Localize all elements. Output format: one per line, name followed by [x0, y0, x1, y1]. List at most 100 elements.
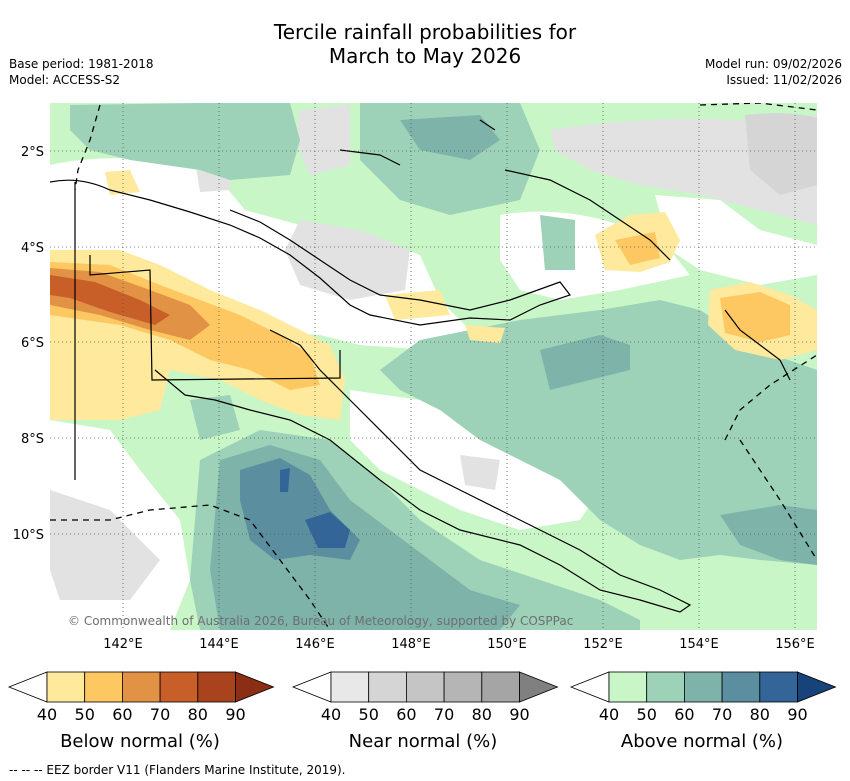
- model-run: Model run: 09/02/2026: [704, 57, 842, 71]
- field-near-4: [285, 220, 410, 300]
- field-above-50-1: [70, 103, 300, 180]
- eez-line-2: [50, 504, 331, 630]
- lon-label: 156°E: [775, 637, 815, 652]
- south-coast: [154, 329, 692, 613]
- model-name: Model: ACCESS-S2: [9, 73, 121, 87]
- meta-right: Model run: 09/02/2026 Issued: 11/02/2026: [705, 56, 842, 88]
- lon-label: 142°E: [103, 637, 143, 652]
- above-normal-label: Above normal (%): [620, 731, 784, 752]
- below-normal-label: Below normal (%): [60, 731, 220, 752]
- colorbar-tick-label: 60: [674, 705, 694, 724]
- lat-label: 2°S: [21, 145, 44, 160]
- base-period: Base period: 1981-2018: [9, 57, 154, 71]
- lon-label: 154°E: [679, 637, 719, 652]
- chart-title: Tercile rainfall probabilities for March…: [0, 20, 850, 68]
- colorbar: 40 50 60 70 80 90: [7, 671, 275, 724]
- eez-line-3: [724, 354, 817, 441]
- lon-label: 144°E: [199, 637, 239, 652]
- colorbar-tick-label: 90: [509, 705, 529, 724]
- field-below-50-2: [615, 232, 660, 265]
- lon-label: 152°E: [583, 637, 623, 652]
- lon-label: 148°E: [391, 637, 431, 652]
- field-above-50-4: [380, 300, 817, 565]
- lat-label: 4°S: [21, 241, 44, 256]
- colorbar-tick-label: 50: [75, 705, 95, 724]
- colorbar: 40 50 60 70 80 90: [291, 671, 559, 724]
- colorbar-segment: [721, 671, 761, 703]
- title-line-2: March to May 2026: [328, 44, 522, 68]
- lat-label: 6°S: [21, 336, 44, 351]
- eez-border: [50, 103, 817, 630]
- field-above-50-2: [360, 103, 540, 215]
- field-near-5: [50, 490, 160, 600]
- lon-label: 150°E: [487, 637, 527, 652]
- colorbar-tick-label: 50: [359, 705, 379, 724]
- colorbar-segment: [368, 671, 407, 703]
- colorbar-tick-label: 80: [472, 705, 492, 724]
- field-above-50-3: [540, 215, 575, 270]
- island-coast-2: [724, 309, 791, 381]
- colorbar-segment: [330, 671, 370, 703]
- field-below-70-1: [50, 275, 170, 325]
- field-above-60-3: [720, 505, 817, 565]
- colorbar-tick-label: 40: [599, 705, 619, 724]
- title-line-1: Tercile rainfall probabilities for: [273, 20, 577, 44]
- colorbar: 40 50 60 70 80 90: [569, 671, 837, 724]
- colorbar-left-arrow: [7, 671, 48, 703]
- colorbar-right-arrow: [797, 671, 837, 703]
- island-coast-1: [479, 119, 671, 261]
- field-near-7: [295, 105, 350, 175]
- field-near-6: [460, 455, 500, 490]
- field-below-50-3: [720, 292, 790, 342]
- lat-labels: 2°S 4°S 6°S 8°S 10°S: [13, 145, 44, 543]
- colorbar-segment: [759, 671, 798, 703]
- probability-field: [50, 103, 817, 630]
- colorbar-segment: [197, 671, 236, 703]
- field-above-60-4: [400, 115, 500, 160]
- field-above-50-6: [190, 395, 240, 440]
- colorbar-tick-label: 90: [787, 705, 807, 724]
- colorbar-tick-label: 40: [321, 705, 341, 724]
- colorbar-segment: [46, 671, 86, 703]
- copyright-text: © Commonwealth of Australia 2026, Bureau…: [68, 614, 573, 628]
- colorbar-tick-label: 50: [637, 705, 657, 724]
- eez-line-1: [74, 104, 101, 191]
- field-below-40-4: [465, 325, 505, 343]
- lat-label: 10°S: [13, 528, 44, 543]
- colorbar-tick-label: 70: [434, 705, 454, 724]
- field-above-80-1: [305, 512, 350, 548]
- issued-date: Issued: 11/02/2026: [726, 73, 842, 87]
- colorbar-segment: [405, 671, 445, 703]
- colorbars: 40 50 60 70 80 90 40 50 60 70 80 90 40 50 60 70 80 90: [7, 671, 837, 724]
- colorbar-segment: [122, 671, 161, 703]
- near-normal-label: Near normal (%): [348, 731, 498, 752]
- colorbar-tick-label: 40: [37, 705, 57, 724]
- field-above-80-2: [280, 468, 290, 492]
- colorbar-segment: [608, 671, 648, 703]
- north-coast: [50, 179, 571, 326]
- colorbar-segment: [481, 671, 520, 703]
- colorbar-tick-label: 70: [150, 705, 170, 724]
- colorbar-segment: [84, 671, 123, 703]
- colorbar-tick-label: 90: [225, 705, 245, 724]
- eez-footnote: -- -- -- EEZ border V11 (Flanders Marine…: [9, 763, 346, 777]
- border-lines: [74, 182, 341, 480]
- colorbar-segment: [684, 671, 723, 703]
- field-white-5: [655, 195, 817, 285]
- colorbar-tick-label: 60: [396, 705, 416, 724]
- colorbar-segment: [646, 671, 685, 703]
- colorbar-tick-label: 80: [188, 705, 208, 724]
- colorbar-tick-label: 70: [712, 705, 732, 724]
- lon-label: 146°E: [295, 637, 335, 652]
- eez-line-4: [739, 439, 817, 561]
- colorbar-right-arrow: [235, 671, 275, 703]
- meta-left: Base period: 1981-2018 Model: ACCESS-S2: [9, 56, 154, 88]
- field-near-2: [745, 113, 817, 195]
- colorbar-segment: [159, 671, 199, 703]
- colorbar-left-arrow: [291, 671, 332, 703]
- colorbar-right-arrow: [519, 671, 559, 703]
- field-above-60-2: [540, 335, 630, 390]
- coastlines: [50, 119, 791, 613]
- lat-label: 8°S: [21, 432, 44, 447]
